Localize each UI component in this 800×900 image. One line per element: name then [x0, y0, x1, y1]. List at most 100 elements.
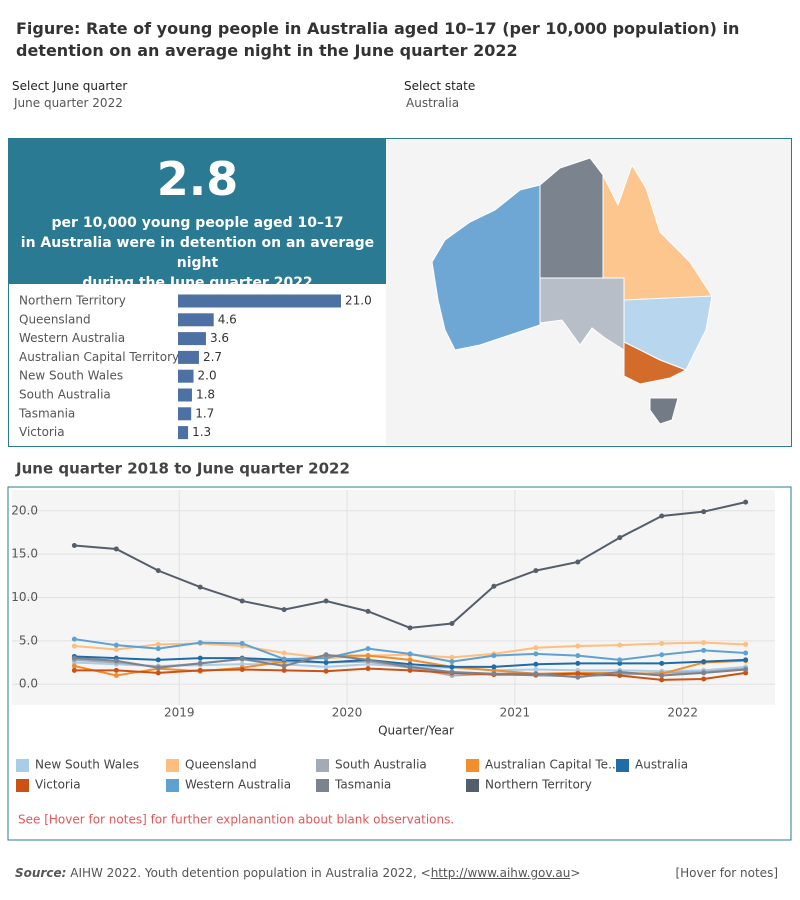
series-point — [491, 667, 497, 673]
value-label: 1.7 — [195, 406, 214, 420]
legend-swatch — [16, 779, 29, 792]
series-point — [701, 676, 707, 682]
series-point — [449, 654, 455, 660]
series-point — [659, 673, 665, 679]
series-point — [407, 651, 413, 657]
legend-item[interactable]: Tasmania — [316, 778, 391, 793]
legend-label: Victoria — [35, 778, 81, 792]
filter-value[interactable]: Australia — [406, 96, 460, 110]
legend-item[interactable]: Northern Territory — [466, 778, 592, 793]
legend-swatch — [166, 779, 179, 792]
series-point — [113, 546, 119, 552]
category-label: Northern Territory — [19, 294, 126, 308]
legend-label: Australia — [635, 758, 688, 772]
series-point — [365, 646, 371, 652]
series-point — [281, 607, 287, 613]
series-point — [323, 655, 329, 661]
series-point — [407, 625, 413, 631]
series-point — [743, 641, 749, 647]
legend-swatch — [616, 759, 629, 772]
series-point — [701, 659, 707, 665]
series-point — [71, 663, 77, 669]
series-point — [701, 670, 707, 676]
series-point — [659, 660, 665, 666]
series-point — [617, 657, 623, 663]
legend-swatch — [466, 759, 479, 772]
series-point — [491, 653, 497, 659]
value-label: 3.6 — [210, 331, 229, 345]
series-point — [407, 667, 413, 673]
series-point — [701, 647, 707, 653]
value-label: 21.0 — [345, 294, 372, 308]
series-point — [743, 499, 749, 505]
series-point — [365, 657, 371, 663]
series-point — [155, 657, 161, 663]
x-tick-label: 2020 — [332, 706, 363, 720]
map-state[interactable] — [431, 184, 541, 351]
series-point — [71, 655, 77, 661]
series-point — [197, 660, 203, 666]
series-point — [155, 641, 161, 647]
series-point — [365, 653, 371, 659]
source-link[interactable]: http://www.aihw.gov.au — [430, 866, 571, 880]
x-tick-label: 2019 — [164, 706, 195, 720]
series-point — [71, 636, 77, 642]
legend-item[interactable]: Australia — [616, 758, 688, 773]
series-point — [239, 598, 245, 604]
y-tick-label: 5.0 — [19, 633, 38, 647]
series-point — [659, 677, 665, 683]
page-title: Figure: Rate of young people in Australi… — [16, 19, 740, 60]
legend-swatch — [16, 759, 29, 772]
legend-item[interactable]: Western Australia — [166, 778, 291, 793]
series-point — [701, 509, 707, 515]
kpi-box: 2.8 per 10,000 young people aged 10–17 i… — [9, 139, 386, 291]
filter-value[interactable]: June quarter 2022 — [14, 96, 123, 110]
series-point — [617, 642, 623, 648]
legend-item[interactable]: Queensland — [166, 758, 257, 773]
y-tick-label: 10.0 — [11, 590, 38, 604]
legend-item[interactable]: Australian Capital Te.. — [466, 758, 616, 773]
series-point — [197, 584, 203, 590]
legend-label: Queensland — [185, 758, 257, 772]
series-point — [71, 643, 77, 649]
category-label: South Australia — [19, 388, 111, 402]
map-state[interactable] — [649, 397, 679, 425]
source-text: AIHW 2022. Youth detention population in… — [70, 866, 431, 880]
map-state[interactable] — [539, 277, 625, 351]
series-point — [575, 674, 581, 680]
series-point — [281, 667, 287, 673]
legend-item[interactable]: New South Wales — [16, 758, 139, 773]
notes-link[interactable]: [Hover for notes] — [675, 866, 778, 880]
series-point — [533, 671, 539, 677]
category-label: New South Wales — [19, 369, 123, 383]
legend-swatch — [316, 759, 329, 772]
series-point — [71, 542, 77, 548]
series-point — [239, 656, 245, 662]
series-point — [617, 535, 623, 541]
legend-label: South Australia — [335, 758, 427, 772]
map — [431, 157, 713, 425]
series-point — [659, 640, 665, 646]
series-point — [743, 657, 749, 663]
series-point — [533, 666, 539, 672]
map-state[interactable] — [623, 341, 688, 385]
series-point — [239, 666, 245, 672]
series-point — [449, 669, 455, 675]
map-state[interactable] — [539, 157, 604, 279]
series-point — [239, 661, 245, 667]
category-label: Victoria — [19, 425, 65, 439]
series-point — [323, 652, 329, 658]
series-point — [575, 643, 581, 649]
series-point — [323, 598, 329, 604]
kpi-value: 2.8 — [156, 152, 239, 206]
legend-label: Western Australia — [185, 778, 291, 792]
series-point — [323, 660, 329, 666]
series-point — [281, 656, 287, 662]
bar — [178, 407, 192, 421]
legend-item[interactable]: South Australia — [316, 758, 427, 773]
legend-swatch — [466, 779, 479, 792]
legend-item[interactable]: Victoria — [16, 778, 81, 793]
source: Source: AIHW 2022. Youth detention popul… — [15, 866, 580, 880]
category-label: Queensland — [19, 312, 91, 326]
series-point — [449, 621, 455, 627]
